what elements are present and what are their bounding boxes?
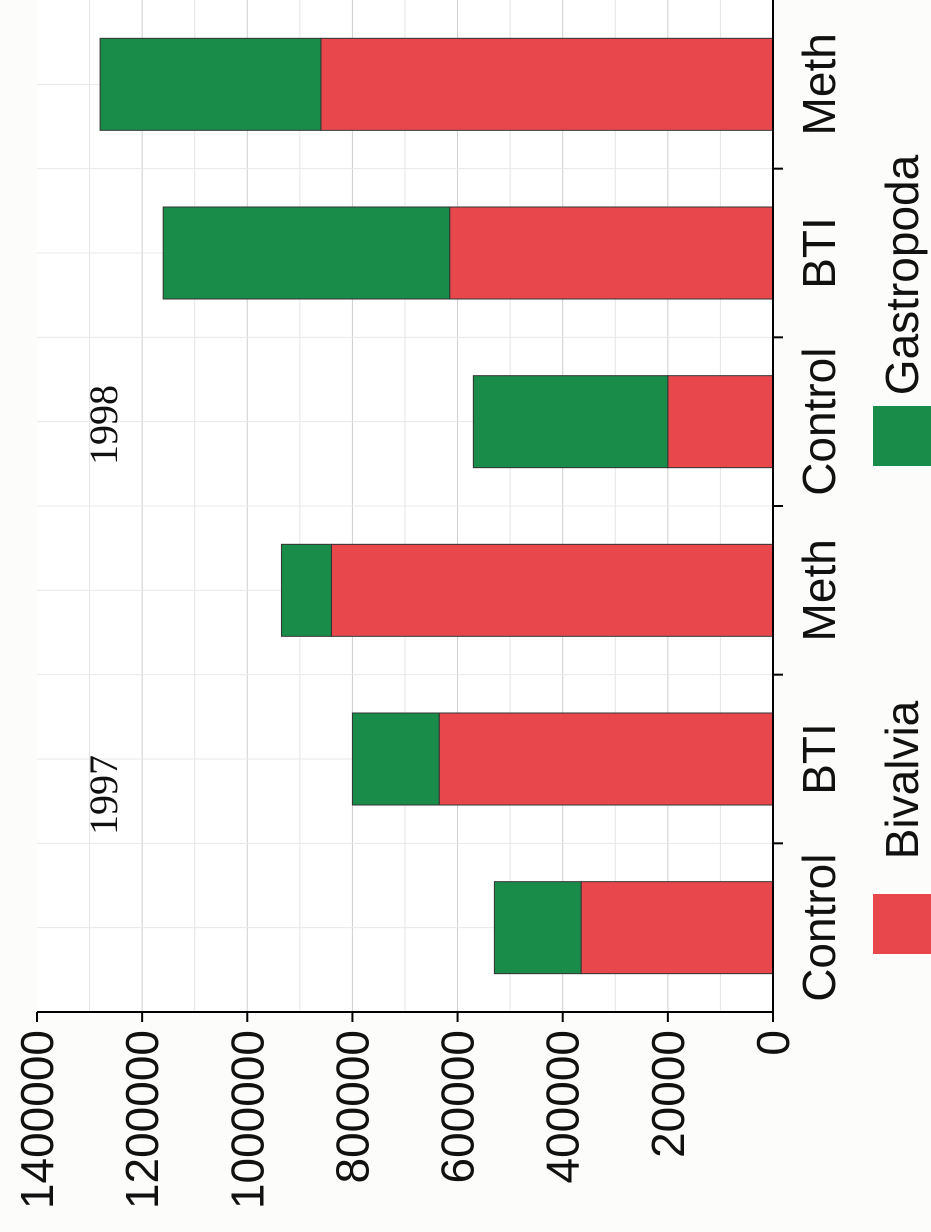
category-label: Control	[793, 854, 845, 1002]
bar-gastropoda-5	[99, 37, 322, 131]
category-label: BTI	[793, 723, 845, 795]
bar-bivalvia-1	[438, 712, 774, 806]
category-label: Control	[793, 348, 845, 496]
category-label: Meth	[793, 539, 845, 641]
bar-bivalvia-4	[449, 206, 774, 300]
value-tick-label: 1400000	[11, 1030, 63, 1209]
bar-gastropoda-2	[280, 543, 332, 637]
bar-bivalvia-3	[667, 375, 774, 469]
bar-gastropoda-3	[472, 375, 669, 469]
year-labels: 1997 1998	[81, 385, 126, 835]
plot-area: 1997 1998	[37, 0, 783, 1013]
legend-swatch-gastropoda	[873, 406, 931, 466]
bar-gastropoda-1	[351, 712, 440, 806]
legend-label-bivalvia: Bivalvia	[876, 700, 928, 859]
value-tick-label: 0	[747, 1030, 799, 1056]
value-tick-labels: 0 20000 400000 600000 800000 1000000 1200000 14…	[11, 1012, 799, 1209]
year-label-1997: 1997	[81, 755, 126, 835]
bar-bivalvia-2	[330, 543, 774, 637]
value-tick-label: 20000	[642, 1030, 694, 1158]
bar-bivalvia-5	[320, 37, 774, 131]
year-label-1998: 1998	[81, 385, 126, 465]
legend-label-gastropoda: Gastropoda	[876, 154, 928, 395]
legend-swatch-bivalvia	[873, 894, 931, 954]
value-tick-label: 400000	[537, 1030, 589, 1184]
bar-gastropoda-4	[162, 206, 451, 300]
value-tick-label: 1000000	[221, 1030, 273, 1209]
value-tick-label: 1200000	[116, 1030, 168, 1209]
category-labels: Control BTI Meth Control BTI Meth	[793, 33, 845, 1002]
value-tick-label: 800000	[326, 1030, 378, 1184]
category-label: Meth	[793, 33, 845, 135]
legend: Bivalvia Gastropoda	[873, 154, 931, 954]
bar-gastropoda-0	[493, 881, 582, 975]
value-tick-label: 600000	[432, 1030, 484, 1184]
bars	[99, 37, 774, 975]
category-label: BTI	[793, 217, 845, 289]
bar-bivalvia-0	[580, 881, 774, 975]
